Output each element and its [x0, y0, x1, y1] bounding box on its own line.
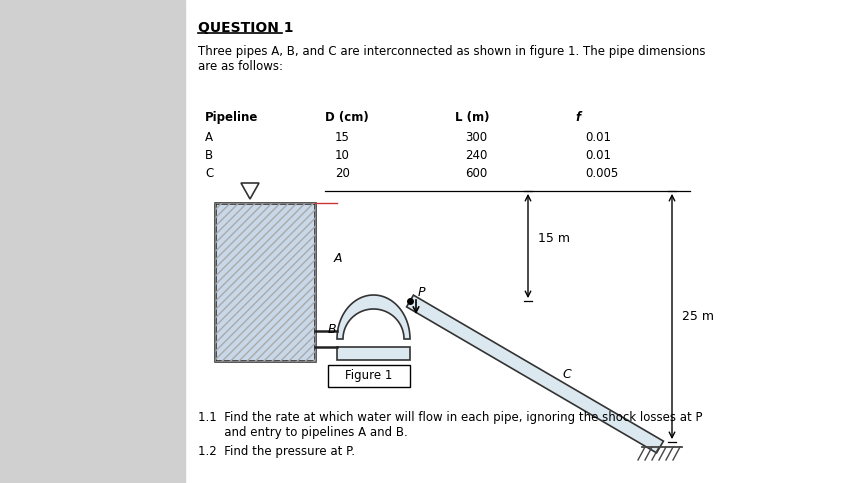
Text: B: B [328, 323, 336, 336]
Text: P: P [418, 286, 426, 299]
Text: C: C [205, 167, 213, 180]
Polygon shape [337, 295, 410, 339]
Text: QUESTION 1: QUESTION 1 [198, 21, 293, 35]
Text: 1.2  Find the pressure at P.: 1.2 Find the pressure at P. [198, 445, 355, 458]
Polygon shape [337, 347, 410, 360]
Polygon shape [407, 295, 663, 453]
Bar [0, 0, 185, 483]
Text: 20: 20 [335, 167, 350, 180]
Text: 1.1  Find the rate at which water will flow in each pipe, ignoring the shock los: 1.1 Find the rate at which water will fl… [198, 411, 703, 439]
Text: 15: 15 [335, 131, 350, 144]
Text: 0.005: 0.005 [585, 167, 618, 180]
Text: D (cm): D (cm) [325, 111, 369, 124]
Text: 0.01: 0.01 [585, 131, 611, 144]
Text: 15 m: 15 m [538, 231, 570, 244]
Text: 600: 600 [465, 167, 488, 180]
Text: A: A [205, 131, 213, 144]
Text: 240: 240 [465, 149, 488, 162]
Text: C: C [562, 369, 571, 382]
Text: B: B [205, 149, 213, 162]
Text: f: f [575, 111, 580, 124]
Text: A: A [334, 252, 342, 265]
Bar [215, 203, 315, 361]
Bar [215, 203, 315, 361]
Text: 10: 10 [335, 149, 350, 162]
Text: Figure 1: Figure 1 [346, 369, 393, 383]
Bar [328, 365, 410, 387]
Text: L (m): L (m) [455, 111, 489, 124]
Text: 0.01: 0.01 [585, 149, 611, 162]
Text: 300: 300 [465, 131, 487, 144]
Text: 25 m: 25 m [682, 310, 714, 323]
Text: Three pipes A, B, and C are interconnected as shown in figure 1. The pipe dimens: Three pipes A, B, and C are interconnect… [198, 45, 705, 73]
Text: Pipeline: Pipeline [205, 111, 258, 124]
